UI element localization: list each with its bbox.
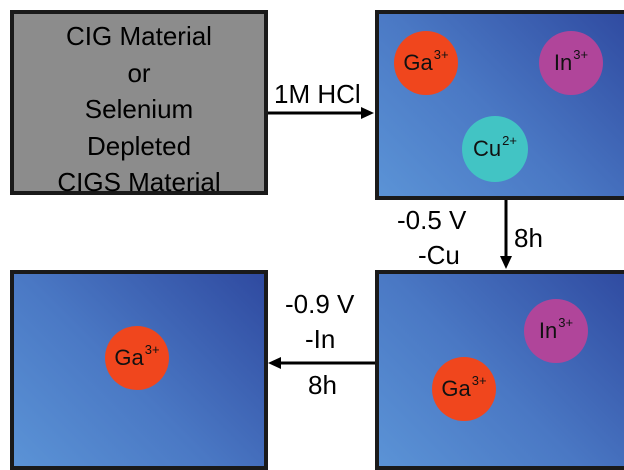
ga-symbol: Ga xyxy=(114,345,144,370)
step2-voltage-label: -0.5 V xyxy=(397,205,467,235)
step2-time-label: 8h xyxy=(514,223,543,253)
step2-removed-label: -Cu xyxy=(418,240,460,270)
source-line-4: Depleted xyxy=(86,130,192,161)
ga-ion: Ga 3+ xyxy=(105,326,169,390)
ga-ion: Ga 3+ xyxy=(394,31,458,95)
source-line-5: CIGS Material xyxy=(57,167,221,197)
in-symbol: In xyxy=(538,318,558,343)
source-material-text: CIG Material or Selenium Depleted CIGS M… xyxy=(14,18,264,201)
in-symbol: In xyxy=(553,50,573,75)
ga-symbol: Ga xyxy=(403,50,433,75)
arrow-left-in xyxy=(268,357,375,369)
process-arrows xyxy=(268,107,512,369)
source-line-3: Selenium xyxy=(84,94,194,124)
arrow-hcl xyxy=(268,107,374,119)
ga-charge: 3+ xyxy=(433,46,449,62)
cu-symbol: Cu xyxy=(473,136,502,161)
ga-charge: 3+ xyxy=(144,341,160,357)
solution-box-ga-only: Ga 3+ xyxy=(10,270,268,470)
source-line-2: or xyxy=(127,57,151,88)
hcl-label: 1M HCl xyxy=(274,79,361,109)
ga-charge: 3+ xyxy=(471,372,487,388)
step3-removed-label: -In xyxy=(305,324,336,354)
source-line-1: CIG Material xyxy=(66,21,212,51)
in-ion: In 3+ xyxy=(539,31,603,95)
arrow-down-cu xyxy=(500,200,512,269)
solution-box-dissolved: Ga 3+ In 3+ Cu 2+ xyxy=(375,10,624,200)
step3-voltage-label: -0.9 V xyxy=(285,289,355,319)
ga-symbol: Ga xyxy=(441,376,471,401)
in-charge: 3+ xyxy=(558,314,574,330)
in-charge: 3+ xyxy=(573,46,589,62)
in-ion: In 3+ xyxy=(524,299,588,363)
solution-box-cu-removed: In 3+ Ga 3+ xyxy=(375,270,624,470)
step3-time-label: 8h xyxy=(308,370,337,400)
ga-ion: Ga 3+ xyxy=(432,357,496,421)
cu-ion: Cu 2+ xyxy=(462,116,528,182)
source-material-box: CIG Material or Selenium Depleted CIGS M… xyxy=(10,10,268,197)
cu-charge: 2+ xyxy=(502,132,517,148)
